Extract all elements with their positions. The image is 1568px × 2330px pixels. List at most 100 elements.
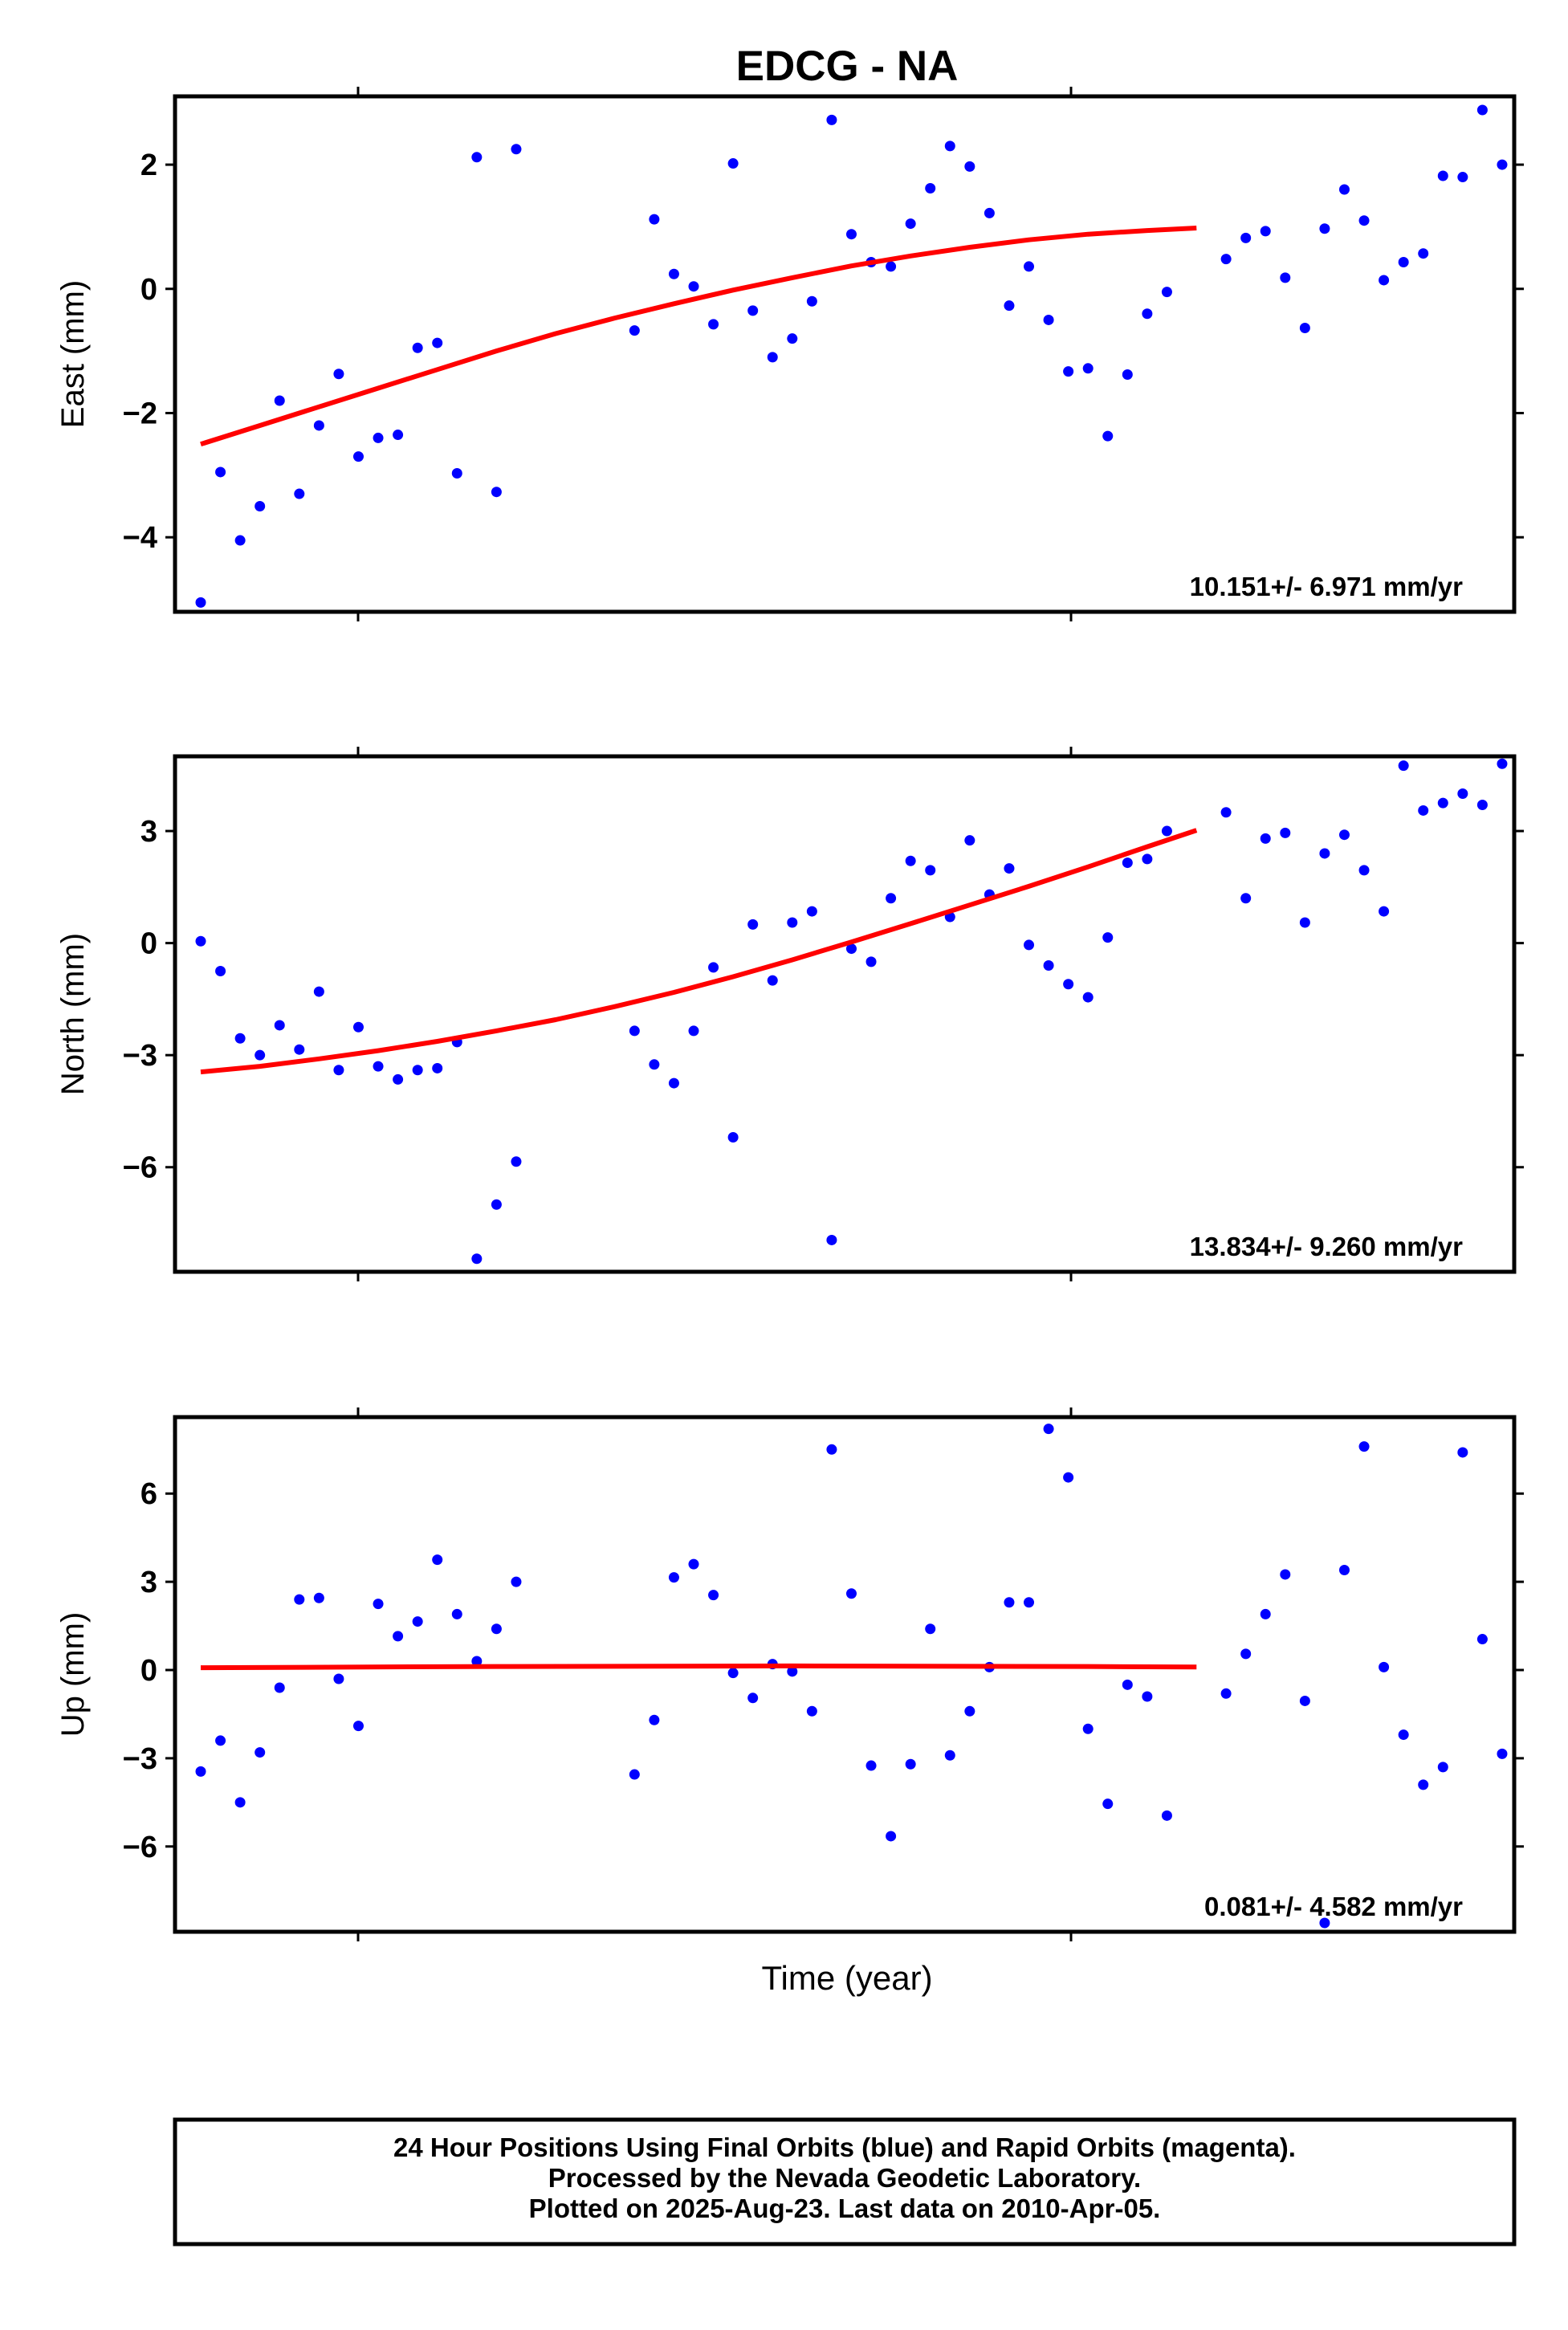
north-data-point xyxy=(313,986,324,997)
north-data-point xyxy=(629,1025,640,1037)
east-data-point xyxy=(1063,366,1074,377)
north-data-point xyxy=(1358,865,1370,876)
up-data-point xyxy=(787,1666,798,1677)
north-data-point xyxy=(1004,863,1015,874)
north-data-point xyxy=(767,975,778,986)
north-data-point xyxy=(747,919,759,930)
north-data-point xyxy=(1338,829,1350,841)
up-data-point xyxy=(668,1572,679,1583)
up-data-point xyxy=(451,1608,462,1619)
footer-box: 24 Hour Positions Using Final Orbits (bl… xyxy=(173,2117,1517,2246)
up-data-point xyxy=(1004,1597,1015,1608)
up-data-point xyxy=(234,1797,246,1808)
north-data-point xyxy=(1476,799,1488,810)
east-data-point xyxy=(352,451,364,462)
north-data-point xyxy=(1082,992,1094,1003)
x-axis-label: Time (year) xyxy=(761,1959,932,1997)
up-frame xyxy=(173,1415,1517,1934)
north-data-point xyxy=(215,966,226,976)
up-data-point xyxy=(1063,1472,1074,1483)
east-data-point xyxy=(1418,248,1429,259)
east-ytick-label: 2 xyxy=(141,149,157,182)
north-data-point xyxy=(806,906,817,917)
north-data-point xyxy=(826,1234,837,1245)
footer-line-2: Processed by the Nevada Geodetic Laborat… xyxy=(548,2163,1141,2193)
up-data-point xyxy=(432,1554,443,1566)
up-data-point xyxy=(1398,1729,1409,1741)
north-data-point xyxy=(333,1065,344,1076)
up-data-point xyxy=(491,1623,502,1635)
east-data-point xyxy=(432,337,443,348)
east-data-point xyxy=(1043,314,1054,325)
east-data-point xyxy=(1220,254,1232,265)
east-data-point xyxy=(1379,275,1390,286)
north-points xyxy=(195,758,1508,1265)
up-data-point xyxy=(1437,1762,1448,1773)
up-data-point xyxy=(255,1747,266,1758)
north-data-point xyxy=(925,865,936,876)
up-data-point xyxy=(1358,1441,1370,1452)
up-data-point xyxy=(1082,1723,1094,1734)
north-data-point xyxy=(1024,939,1035,951)
north-data-point xyxy=(865,956,877,967)
up-data-point xyxy=(845,1588,857,1599)
north-data-point xyxy=(1063,979,1074,990)
up-data-point xyxy=(1142,1691,1153,1702)
east-data-point xyxy=(1437,170,1448,181)
north-data-point xyxy=(787,917,798,928)
up-data-point xyxy=(1379,1661,1390,1672)
east-frame xyxy=(173,94,1517,614)
up-data-point xyxy=(629,1769,640,1780)
up-data-point xyxy=(806,1705,817,1717)
up-data-point xyxy=(471,1656,483,1667)
east-data-point xyxy=(215,466,226,478)
east-data-point xyxy=(1260,226,1271,237)
up-data-point xyxy=(708,1590,719,1601)
up-data-point xyxy=(964,1705,975,1717)
east-points xyxy=(195,104,1508,608)
east-data-point xyxy=(1240,232,1252,243)
east-data-point xyxy=(925,182,936,193)
east-y-axis-label: East (mm) xyxy=(55,280,91,428)
east-data-point xyxy=(471,152,483,163)
east-data-point xyxy=(1457,172,1468,183)
north-fit-line xyxy=(200,828,1198,1075)
up-data-point xyxy=(313,1592,324,1603)
up-data-point xyxy=(1161,1810,1172,1821)
north-data-point xyxy=(964,835,975,846)
east-data-point xyxy=(886,261,897,272)
east-data-point xyxy=(984,207,995,218)
north-data-point xyxy=(1457,788,1468,800)
north-data-point xyxy=(1260,833,1271,844)
up-data-point xyxy=(294,1594,305,1605)
east-data-point xyxy=(1004,300,1015,312)
north-data-point xyxy=(708,962,719,973)
north-rate-label: 13.834+/- 9.260 mm/yr xyxy=(1190,1232,1463,1261)
up-data-point xyxy=(727,1668,739,1679)
north-data-point xyxy=(886,893,897,904)
east-data-point xyxy=(1319,223,1330,234)
north-data-point xyxy=(668,1077,679,1089)
east-data-point xyxy=(451,468,462,479)
east-data-point xyxy=(1398,257,1409,268)
north-data-point xyxy=(1102,932,1114,943)
up-ytick-label: 6 xyxy=(141,1477,157,1511)
north-data-point xyxy=(393,1073,404,1085)
east-data-point xyxy=(1161,287,1172,298)
up-points xyxy=(195,1424,1508,1929)
north-data-point xyxy=(432,1062,443,1073)
up-data-point xyxy=(1122,1679,1133,1690)
up-data-point xyxy=(1497,1748,1508,1759)
up-data-point xyxy=(905,1758,916,1770)
east-data-point xyxy=(964,161,975,172)
up-data-point xyxy=(925,1623,936,1635)
east-panel: 2 0 −2 −4 East (mm) 10.151+/- 6.971 mm/yr xyxy=(55,87,1524,621)
east-data-point xyxy=(491,487,502,498)
up-data-point xyxy=(865,1760,877,1771)
east-data-point xyxy=(373,432,384,443)
up-panel: 6 3 0 −3 −6 Up (mm) 0.081+/- 4.582 mm/yr xyxy=(55,1407,1524,1941)
up-data-point xyxy=(688,1558,699,1570)
up-data-point xyxy=(274,1682,285,1693)
up-data-point xyxy=(1418,1779,1429,1790)
north-data-point xyxy=(845,943,857,955)
